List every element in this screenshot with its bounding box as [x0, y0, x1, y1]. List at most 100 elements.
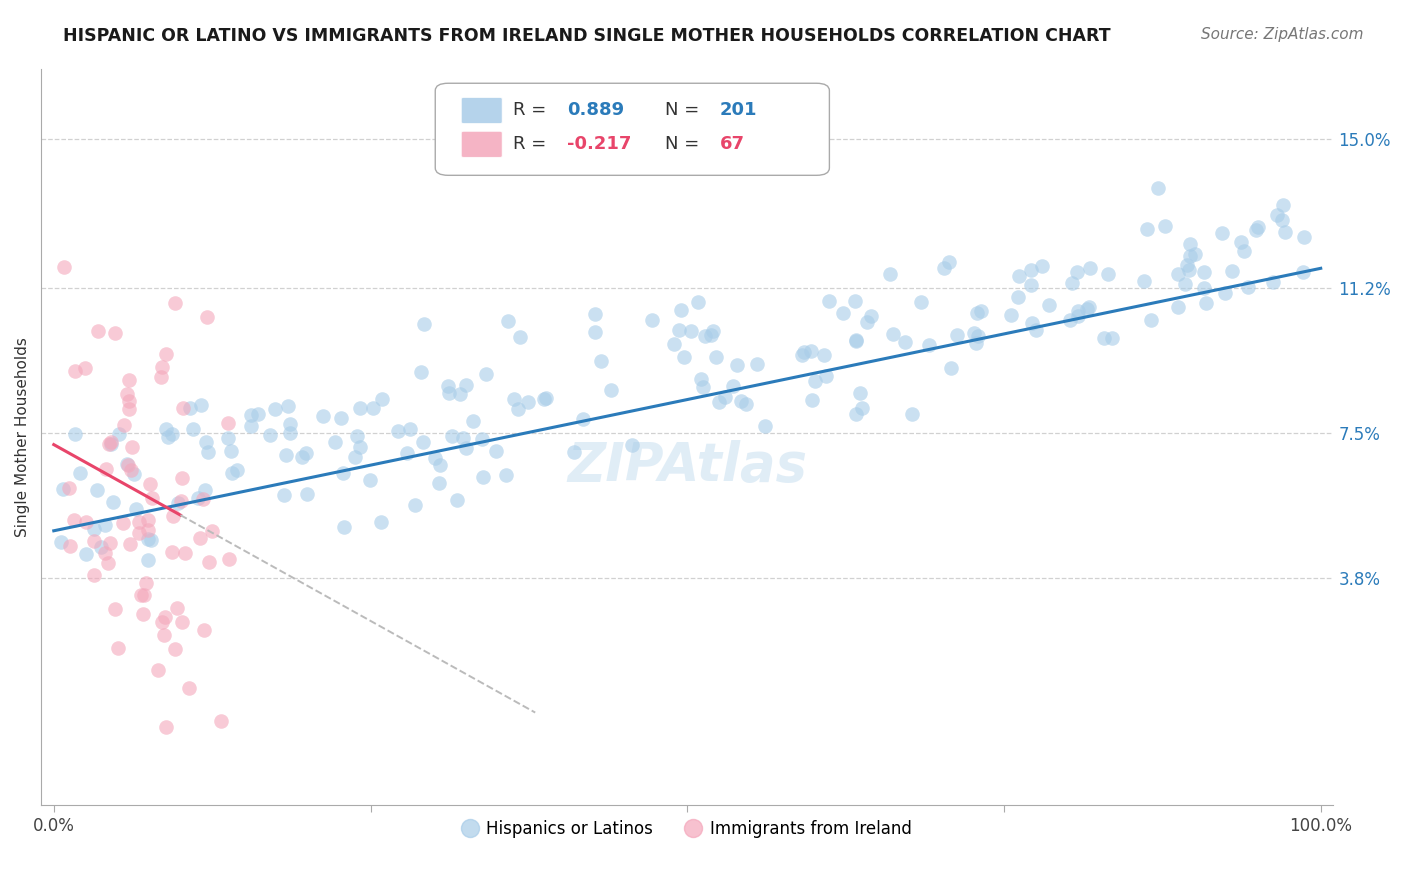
Point — [131, 588, 153, 602]
Point — [496, 313, 519, 327]
Point — [534, 391, 557, 405]
Point — [1180, 249, 1202, 263]
Point — [436, 379, 458, 393]
Point — [370, 515, 392, 529]
Point — [107, 641, 129, 656]
Point — [101, 494, 124, 508]
Point — [294, 446, 316, 460]
Point — [1019, 278, 1042, 293]
Text: Source: ZipAtlas.com: Source: ZipAtlas.com — [1201, 27, 1364, 42]
Point — [1247, 219, 1270, 234]
Point — [801, 393, 824, 408]
Point — [747, 357, 769, 371]
Point — [1180, 236, 1202, 251]
Point — [669, 302, 692, 317]
Point — [108, 426, 131, 441]
Point — [155, 421, 177, 435]
Point — [918, 338, 941, 352]
Point — [247, 407, 270, 421]
Point — [454, 442, 477, 456]
Point — [63, 427, 86, 442]
Text: 67: 67 — [720, 135, 745, 153]
Point — [793, 345, 815, 359]
Text: R =: R = — [513, 101, 546, 119]
Point — [1291, 265, 1313, 279]
Text: N =: N = — [665, 101, 700, 119]
Point — [349, 401, 371, 415]
Point — [112, 516, 135, 531]
Point — [263, 402, 285, 417]
Point — [259, 427, 281, 442]
Point — [1021, 316, 1043, 330]
Point — [441, 429, 464, 443]
Point — [83, 568, 105, 582]
Text: 0.889: 0.889 — [567, 101, 624, 119]
Point — [75, 516, 97, 530]
Point — [695, 328, 717, 343]
Point — [1133, 274, 1156, 288]
Point — [209, 714, 232, 728]
Point — [562, 445, 585, 459]
Point — [160, 427, 183, 442]
Point — [939, 361, 962, 376]
Point — [124, 467, 146, 482]
Point — [679, 325, 702, 339]
Point — [170, 615, 193, 629]
Point — [63, 513, 86, 527]
Point — [1147, 181, 1170, 195]
Point — [179, 401, 201, 415]
Point — [1078, 260, 1101, 275]
Point — [398, 421, 420, 435]
Point — [600, 383, 623, 397]
Point — [454, 377, 477, 392]
Point — [1059, 313, 1081, 327]
Point — [273, 488, 295, 502]
Legend: Hispanics or Latinos, Immigrants from Ireland: Hispanics or Latinos, Immigrants from Ir… — [456, 814, 918, 845]
Point — [1177, 258, 1199, 272]
Point — [1294, 229, 1316, 244]
Text: -0.217: -0.217 — [567, 135, 631, 153]
Point — [152, 615, 174, 629]
Point — [141, 491, 163, 505]
Point — [343, 450, 366, 464]
Point — [1244, 223, 1267, 237]
Point — [201, 524, 224, 539]
Point — [409, 365, 432, 379]
Point — [412, 434, 434, 449]
Point — [193, 492, 215, 507]
Point — [813, 348, 835, 362]
Point — [361, 401, 384, 416]
Point — [104, 602, 127, 616]
Point — [193, 623, 215, 637]
Point — [1066, 265, 1088, 279]
Point — [87, 324, 110, 338]
Point — [815, 368, 838, 383]
Point — [97, 556, 120, 570]
Point — [585, 325, 607, 339]
Point — [170, 494, 193, 508]
Point — [349, 440, 371, 454]
Point — [1178, 262, 1201, 277]
Point — [1007, 290, 1029, 304]
Point — [692, 380, 714, 394]
Point — [910, 294, 932, 309]
Point — [162, 509, 184, 524]
Point — [276, 448, 298, 462]
Point — [187, 491, 209, 505]
Point — [1233, 244, 1256, 259]
Point — [1274, 225, 1296, 239]
Point — [517, 394, 540, 409]
Point — [1000, 309, 1022, 323]
Point — [1167, 301, 1189, 315]
Point — [668, 322, 690, 336]
Point — [197, 444, 219, 458]
Point — [278, 417, 301, 431]
Point — [93, 546, 115, 560]
Point — [359, 473, 381, 487]
Point — [329, 410, 352, 425]
Point — [69, 466, 91, 480]
Point — [1019, 263, 1042, 277]
Point — [427, 476, 450, 491]
Point — [194, 483, 217, 498]
Text: N =: N = — [665, 135, 700, 153]
